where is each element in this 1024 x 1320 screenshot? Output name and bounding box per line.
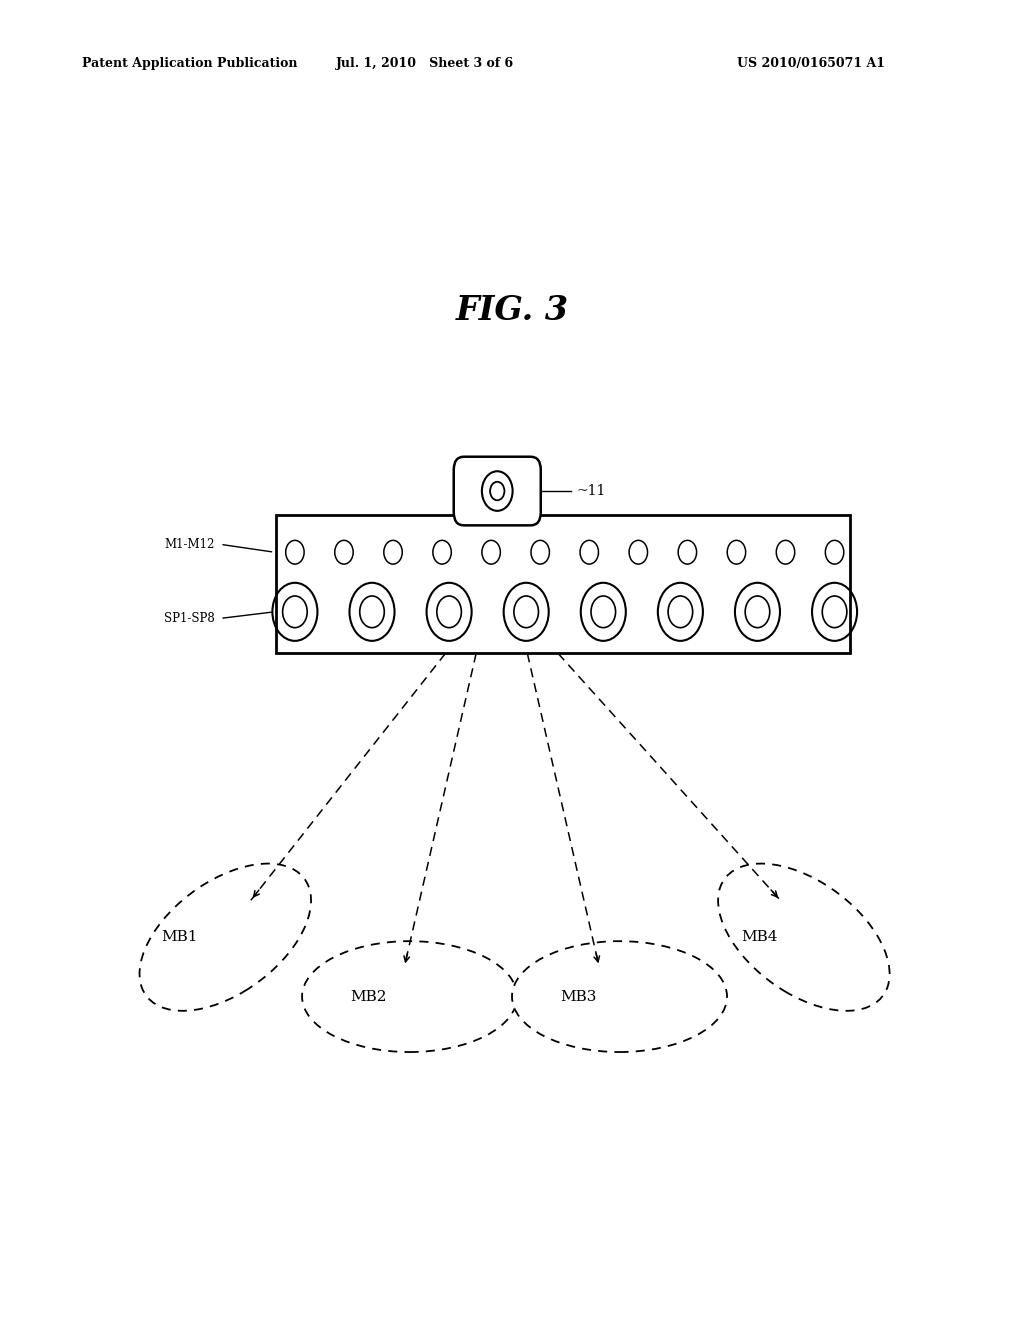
Ellipse shape	[512, 941, 727, 1052]
Text: MB3: MB3	[560, 990, 597, 1003]
Ellipse shape	[302, 941, 517, 1052]
Text: FIG. 3: FIG. 3	[456, 293, 568, 326]
Text: Patent Application Publication: Patent Application Publication	[82, 57, 297, 70]
Text: MB2: MB2	[350, 990, 387, 1003]
Text: MB1: MB1	[161, 931, 198, 944]
FancyBboxPatch shape	[454, 457, 541, 525]
Text: ~11: ~11	[577, 484, 606, 498]
Text: Jul. 1, 2010   Sheet 3 of 6: Jul. 1, 2010 Sheet 3 of 6	[336, 57, 514, 70]
Ellipse shape	[139, 863, 311, 1011]
Text: SP1-SP8: SP1-SP8	[164, 612, 215, 624]
Text: M1-M12: M1-M12	[165, 537, 215, 550]
Ellipse shape	[718, 863, 890, 1011]
Text: US 2010/0165071 A1: US 2010/0165071 A1	[737, 57, 886, 70]
Bar	[276, 515, 850, 653]
Text: MB4: MB4	[741, 931, 778, 944]
